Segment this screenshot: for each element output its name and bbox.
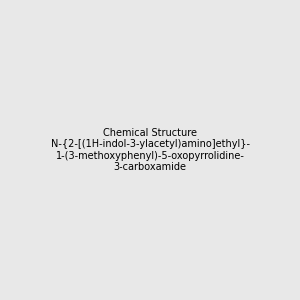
Text: Chemical Structure
N-{2-[(1H-indol-3-ylacetyl)amino]ethyl}-
1-(3-methoxyphenyl)-: Chemical Structure N-{2-[(1H-indol-3-yla…	[50, 128, 250, 172]
